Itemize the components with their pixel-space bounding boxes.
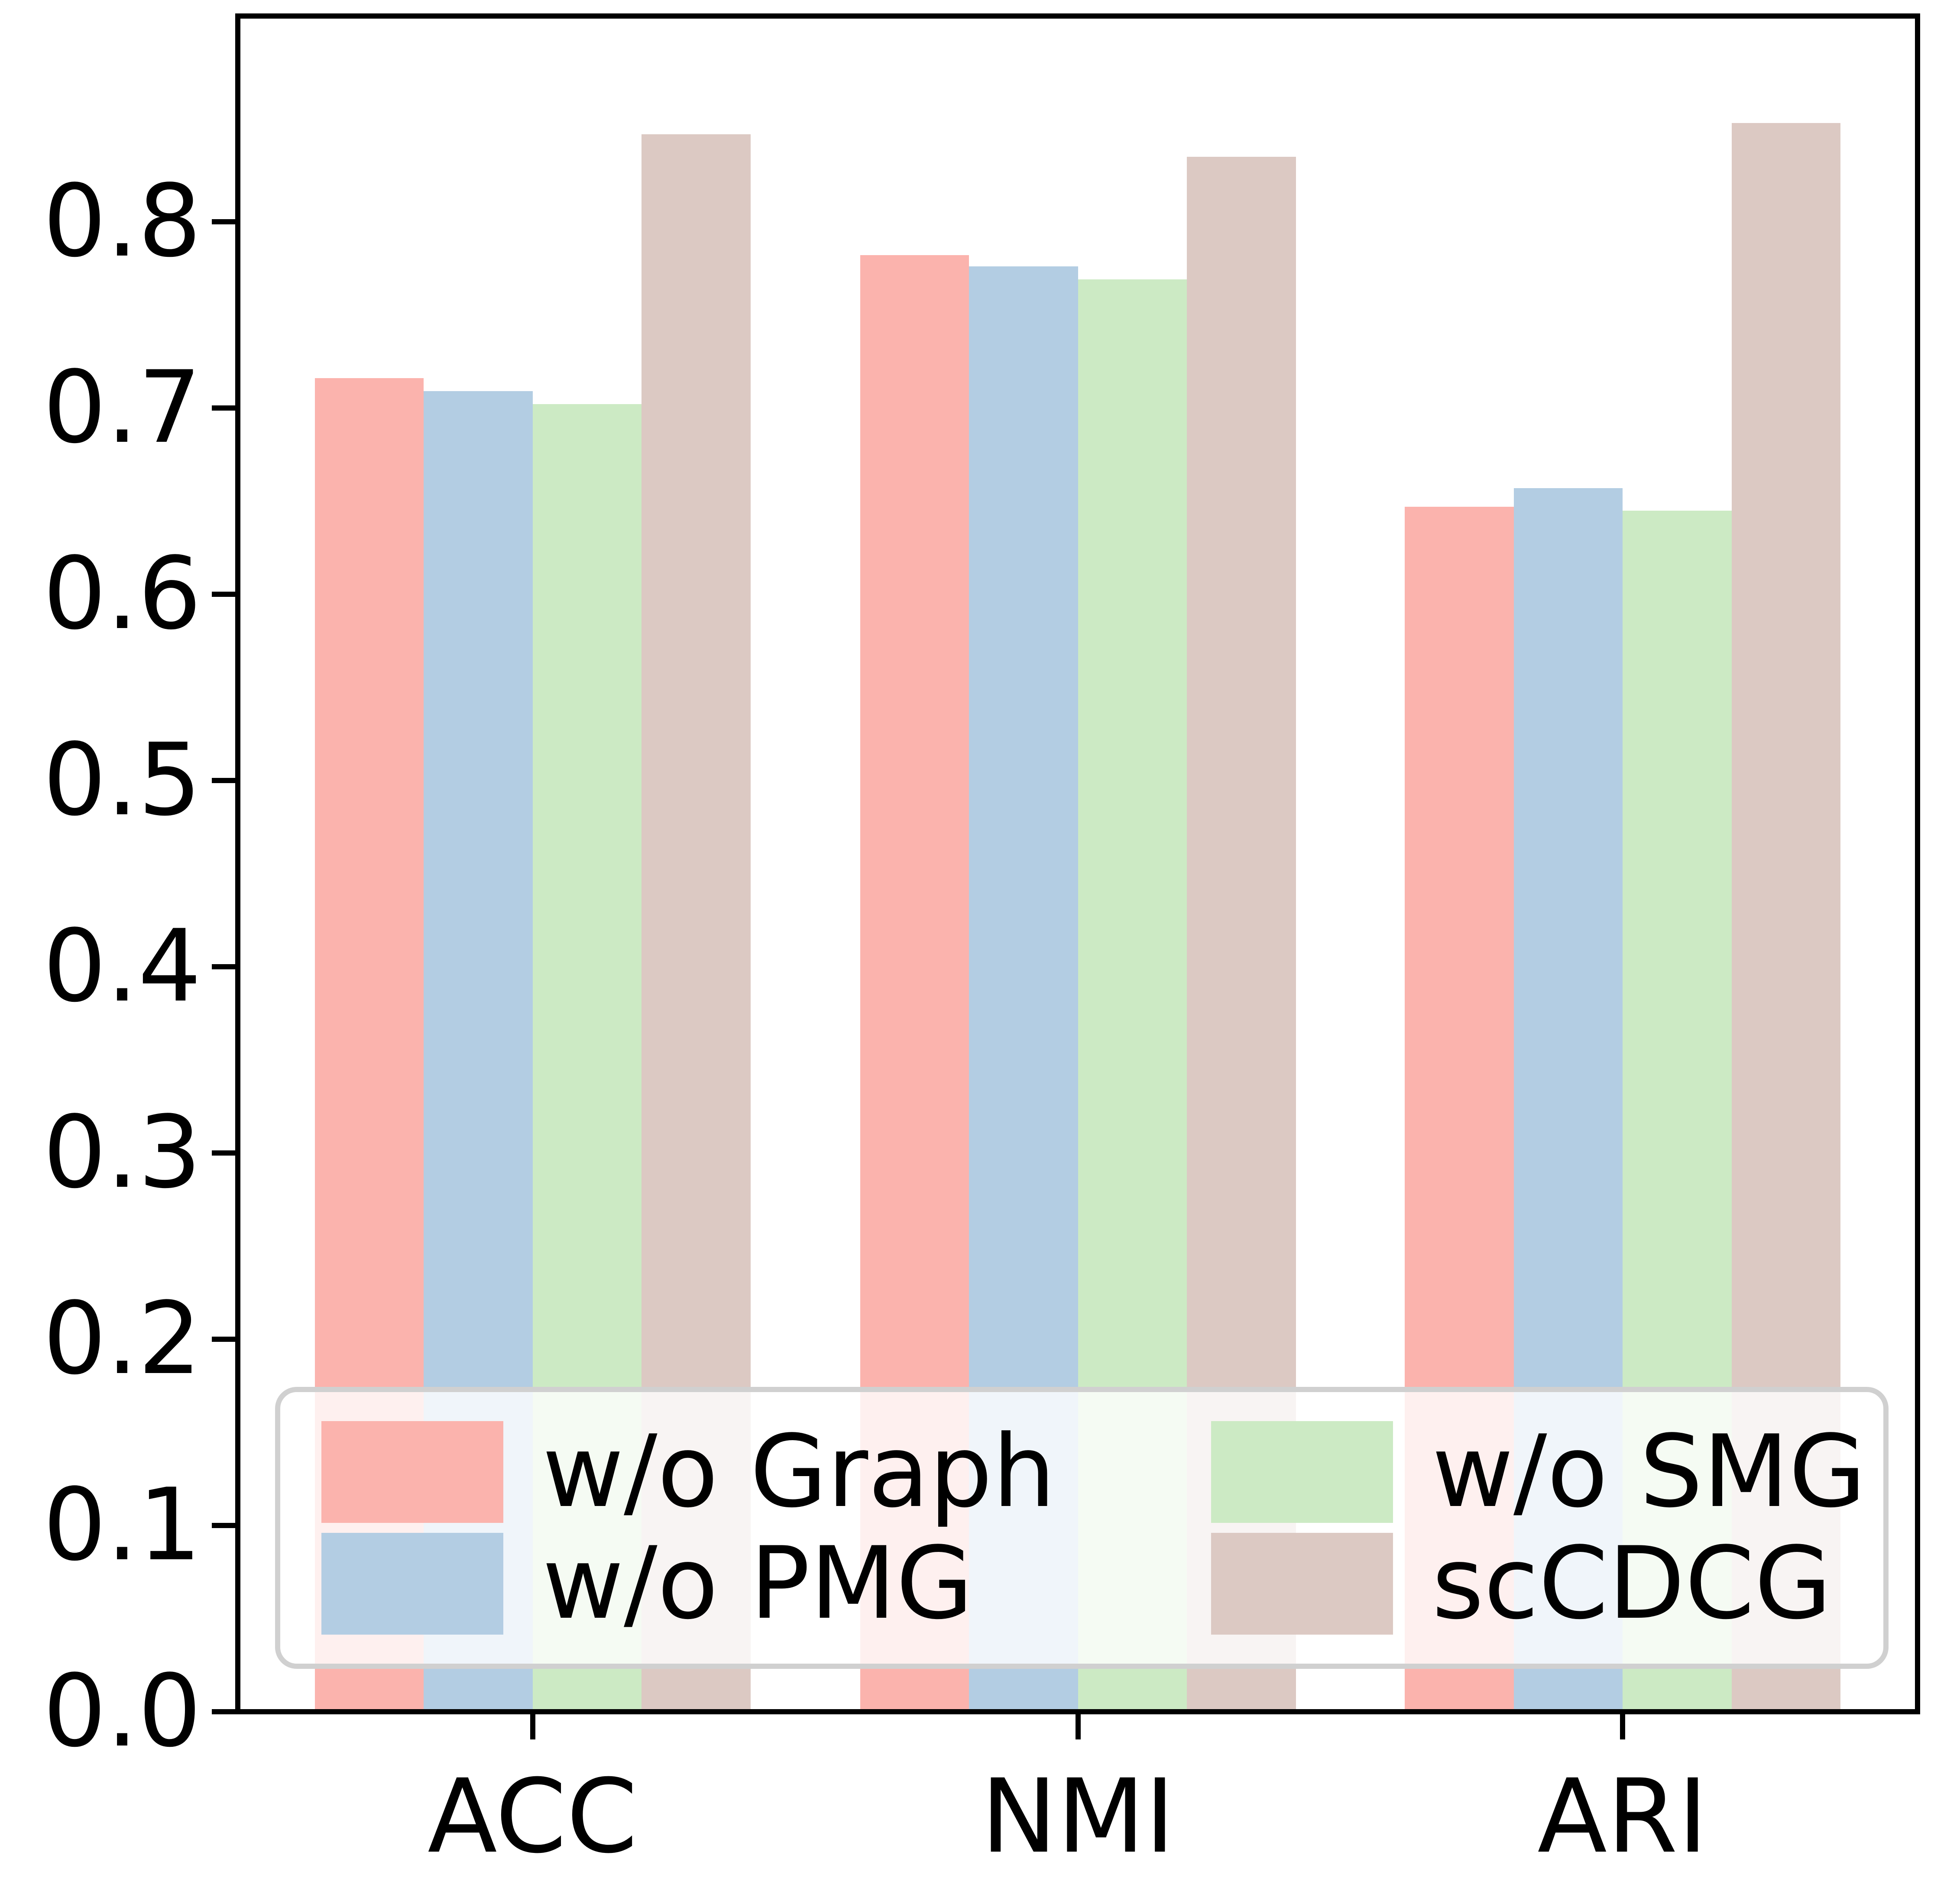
legend-label-w-o-smg: w/o SMG [1432,1414,1866,1530]
legend-label-w-o-graph: w/o Graph [542,1414,1056,1530]
legend: w/o Graph w/o PMG w/o SMG scCDCG [275,1387,1889,1669]
x-axis-tick-acc [530,1714,535,1739]
y-axis-tick-0.0 [212,1709,238,1714]
x-axis-label-nmi: NMI [981,1758,1175,1876]
y-axis-tick-label: 0.2 [43,1281,201,1397]
legend-swatch-sccdcg [1211,1533,1393,1635]
legend-item-w-o-pmg: w/o PMG [321,1531,1211,1637]
legend-swatch-w-o-smg [1211,1421,1393,1523]
y-axis-tick-label: 0.3 [43,1095,201,1211]
y-axis-tick-label: 0.8 [43,164,201,279]
y-axis-tick-0.2 [212,1337,238,1342]
legend-label-w-o-pmg: w/o PMG [542,1526,973,1642]
x-axis-label-acc: ACC [428,1758,638,1876]
y-axis-tick-0.1 [212,1523,238,1528]
x-axis-label-ari: ARI [1537,1758,1708,1876]
y-axis-tick-label: 0.5 [43,722,201,838]
legend-swatch-w-o-graph [321,1421,503,1523]
y-axis-tick-0.3 [212,1150,238,1156]
y-axis-tick-label: 0.0 [43,1654,201,1769]
legend-item-sccdcg: scCDCG [1211,1531,1842,1637]
y-axis-tick-0.5 [212,778,238,783]
x-axis-tick-nmi [1075,1714,1081,1739]
y-axis-tick-0.6 [212,592,238,597]
y-axis-tick-label: 0.1 [43,1467,201,1583]
y-axis-tick-0.8 [212,219,238,224]
legend-item-w-o-smg: w/o SMG [1211,1419,1866,1525]
y-axis-tick-0.7 [212,405,238,411]
y-axis-tick-label: 0.4 [43,909,201,1024]
y-axis-tick-label: 0.6 [43,536,201,652]
y-axis-tick-label: 0.7 [43,350,201,466]
legend-item-w-o-graph: w/o Graph [321,1419,1211,1525]
legend-swatch-w-o-pmg [321,1533,503,1635]
y-axis-tick-0.4 [212,964,238,969]
legend-label-sccdcg: scCDCG [1432,1526,1832,1642]
x-axis-tick-ari [1620,1714,1625,1739]
